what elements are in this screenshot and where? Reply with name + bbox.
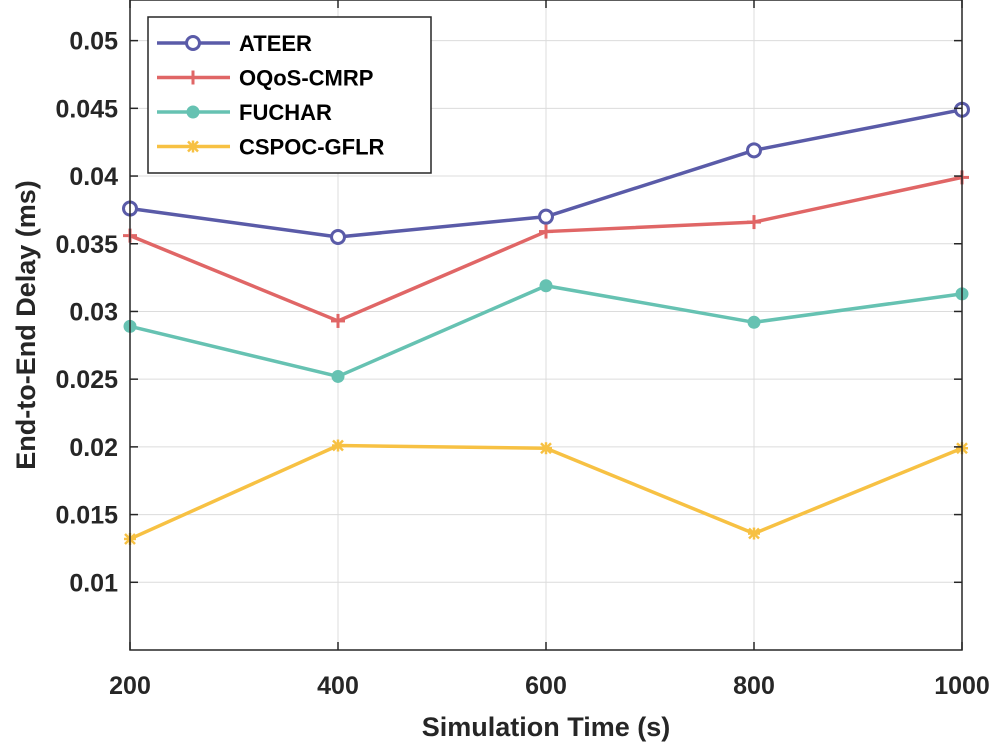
legend-swatch-marker xyxy=(186,105,200,119)
data-point-cspoc-gflr-d2 xyxy=(540,442,552,455)
legend-entry-fuchar: FUCHAR xyxy=(157,100,332,125)
legend-swatch-marker-d2 xyxy=(187,140,199,153)
x-tick-label: 400 xyxy=(317,672,359,700)
data-point-ateer xyxy=(746,142,762,159)
legend-swatch-marker xyxy=(185,35,201,51)
y-tick-label: 0.05 xyxy=(69,28,118,56)
x-tick-label: 200 xyxy=(109,672,151,700)
y-tick-label: 0.01 xyxy=(69,569,118,597)
y-tick-label: 0.015 xyxy=(55,502,118,530)
data-point-fuchar xyxy=(747,315,761,329)
legend-entry-cspoc-gflr: CSPOC-GFLR xyxy=(157,135,385,160)
series-cspoc-gflr xyxy=(124,439,968,545)
legend-label: OQoS-CMRP xyxy=(239,66,373,91)
data-point-oqos-cmrp xyxy=(331,313,345,328)
legend-label: FUCHAR xyxy=(239,100,332,125)
legend-label: CSPOC-GFLR xyxy=(239,135,385,160)
data-point-cspoc-gflr xyxy=(540,442,552,455)
data-point-cspoc-gflr xyxy=(332,439,344,452)
y-tick-label: 0.025 xyxy=(55,366,118,394)
series-layer xyxy=(122,101,970,545)
data-point-ateer xyxy=(330,228,346,245)
legend-label: ATEER xyxy=(239,31,312,56)
legend-swatch-marker xyxy=(187,140,199,153)
data-point-cspoc-gflr xyxy=(748,527,760,540)
legend-swatch-marker xyxy=(186,70,200,85)
legend-entry-ateer: ATEER xyxy=(157,31,312,56)
data-point-fuchar xyxy=(331,369,345,383)
y-tick-label: 0.03 xyxy=(69,298,118,326)
y-tick-label: 0.035 xyxy=(55,231,118,259)
y-tick-label: 0.02 xyxy=(69,434,118,462)
axes: 200 400 600 800 1000 0.01 0.015 0.02 0.025 0.03 0.… xyxy=(55,0,990,700)
legend: ATEER OQoS-CMRP FUCHAR CSPOC-GFLR xyxy=(147,16,432,174)
series-oqos-cmrp xyxy=(123,170,969,328)
x-axis-label: Simulation Time (s) xyxy=(422,712,671,742)
x-tick-label: 800 xyxy=(733,672,775,700)
y-tick-label: 0.04 xyxy=(69,163,118,191)
data-point-cspoc-gflr-d2 xyxy=(332,439,344,452)
data-point-oqos-cmrp xyxy=(747,215,761,230)
data-point-ateer xyxy=(538,208,554,225)
x-tick-label: 1000 xyxy=(934,672,990,700)
data-point-fuchar xyxy=(539,279,553,293)
y-axis-label: End-to-End Delay (ms) xyxy=(11,180,41,470)
x-tick-label: 600 xyxy=(525,672,567,700)
legend-entry-oqos-cmrp: OQoS-CMRP xyxy=(157,66,373,91)
y-tick-label: 0.045 xyxy=(55,95,118,123)
data-point-oqos-cmrp xyxy=(539,224,553,239)
data-point-cspoc-gflr-d2 xyxy=(748,527,760,540)
